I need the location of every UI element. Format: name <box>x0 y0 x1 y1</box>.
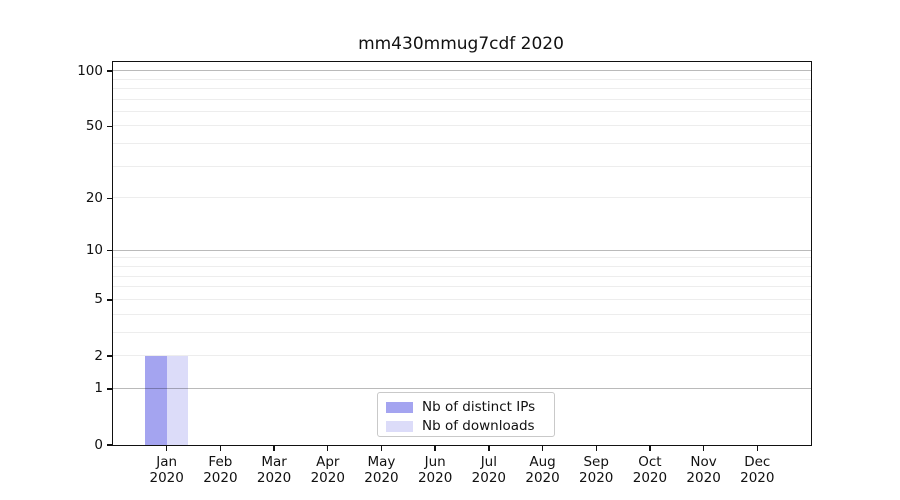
x-axis-label: Dec 2020 <box>740 454 774 486</box>
y-axis-tick <box>107 299 112 301</box>
legend-swatch-distinct-ips <box>386 402 413 413</box>
x-axis-label: Apr 2020 <box>311 454 345 486</box>
legend-entry-downloads: Nb of downloads <box>386 417 554 436</box>
minor-gridline <box>113 125 811 127</box>
x-axis-tick <box>649 446 651 451</box>
x-axis-label-month: Apr <box>316 454 340 470</box>
legend-entry-distinct-ips: Nb of distinct IPs <box>386 398 554 417</box>
minor-gridline <box>113 298 811 300</box>
x-axis-label-month: Sep <box>583 454 609 470</box>
x-axis-label-month: May <box>367 454 396 470</box>
minor-gridline <box>113 331 811 333</box>
x-axis-tick <box>756 446 758 451</box>
x-axis-label: Feb 2020 <box>203 454 237 486</box>
major-gridline <box>113 249 811 251</box>
y-axis-label: 100 <box>77 62 103 79</box>
minor-gridline <box>113 355 811 356</box>
minor-gridline <box>113 78 811 80</box>
x-axis-tick <box>595 446 597 451</box>
x-axis-tick <box>219 446 222 451</box>
y-axis-tick <box>107 388 112 390</box>
x-axis-tick <box>434 446 436 451</box>
x-axis-label-month: Jan <box>156 454 178 470</box>
minor-gridline <box>113 98 811 100</box>
major-gridline <box>113 387 811 389</box>
y-axis-label: 0 <box>94 436 103 453</box>
major-gridline <box>113 70 811 72</box>
y-axis-tick <box>107 250 112 252</box>
minor-gridline <box>113 87 811 89</box>
x-axis-label: Aug 2020 <box>525 454 559 486</box>
y-axis-label: 20 <box>85 189 103 206</box>
x-axis-label-year: 2020 <box>256 470 292 486</box>
y-axis-label: 10 <box>85 242 103 259</box>
x-axis-label-year: 2020 <box>632 470 668 486</box>
y-axis-label: 5 <box>94 291 103 308</box>
x-axis-tick <box>488 446 490 451</box>
y-axis-label: 1 <box>94 380 103 397</box>
x-axis-tick <box>165 446 168 451</box>
x-axis-label-year: 2020 <box>417 470 453 486</box>
legend-label-distinct-ips: Nb of distinct IPs <box>422 399 536 415</box>
x-axis-label-month: Jun <box>424 454 446 470</box>
x-axis-label-year: 2020 <box>471 470 507 486</box>
minor-gridline <box>113 313 811 315</box>
x-axis-label-month: Mar <box>261 454 287 470</box>
x-axis-tick <box>702 446 705 451</box>
minor-gridline <box>113 286 811 288</box>
x-axis-label-month: Feb <box>208 454 233 470</box>
x-axis-tick <box>273 446 275 451</box>
minor-gridline <box>113 266 811 267</box>
x-axis-label: Sep 2020 <box>579 454 613 486</box>
y-axis-label: 50 <box>85 117 103 134</box>
x-axis-label-year: 2020 <box>525 470 560 486</box>
bar-distinct-ips <box>145 356 167 445</box>
x-axis-label: May 2020 <box>364 454 398 486</box>
minor-gridline <box>113 143 811 145</box>
minor-gridline <box>113 257 811 259</box>
minor-gridline <box>113 197 811 199</box>
x-axis-label-month: Oct <box>638 454 662 470</box>
x-axis-label-year: 2020 <box>203 470 238 486</box>
x-axis-label-year: 2020 <box>149 470 184 486</box>
y-axis-label: 2 <box>94 347 103 364</box>
y-axis-tick <box>107 70 112 72</box>
x-axis-tick <box>380 446 383 451</box>
x-axis-label-month: Nov <box>690 454 717 470</box>
x-axis-label-year: 2020 <box>364 470 399 486</box>
x-axis-label: Mar 2020 <box>257 454 291 486</box>
minor-gridline <box>113 110 811 112</box>
x-axis-label-month: Dec <box>744 454 771 470</box>
x-axis-label-year: 2020 <box>686 470 721 486</box>
x-axis-label: Jan 2020 <box>150 454 184 486</box>
x-axis-label-year: 2020 <box>579 470 614 486</box>
y-axis-tick <box>107 125 112 128</box>
legend: Nb of distinct IPs Nb of downloads <box>377 392 555 437</box>
y-axis-tick <box>107 444 112 446</box>
x-axis-label-year: 2020 <box>310 470 345 486</box>
x-axis-tick <box>541 446 544 451</box>
minor-gridline <box>113 275 811 277</box>
x-axis-label: Jul 2020 <box>472 454 506 486</box>
legend-swatch-downloads <box>386 421 413 432</box>
y-axis-tick <box>107 197 112 200</box>
x-axis-label: Nov 2020 <box>686 454 720 486</box>
x-axis-tick <box>327 446 329 451</box>
chart-title: mm430mmug7cdf 2020 <box>358 34 564 54</box>
x-axis-label: Oct 2020 <box>633 454 667 486</box>
x-axis-label-month: Jul <box>480 454 497 470</box>
bar-downloads <box>166 356 189 445</box>
minor-gridline <box>113 165 811 167</box>
x-axis-label-year: 2020 <box>740 470 775 486</box>
legend-label-downloads: Nb of downloads <box>422 418 535 434</box>
x-axis-label: Jun 2020 <box>418 454 452 486</box>
y-axis-tick <box>107 355 112 357</box>
plot-area: Nb of distinct IPs Nb of downloads Jan 20… <box>77 61 812 486</box>
x-axis-label-month: Aug <box>529 454 556 470</box>
